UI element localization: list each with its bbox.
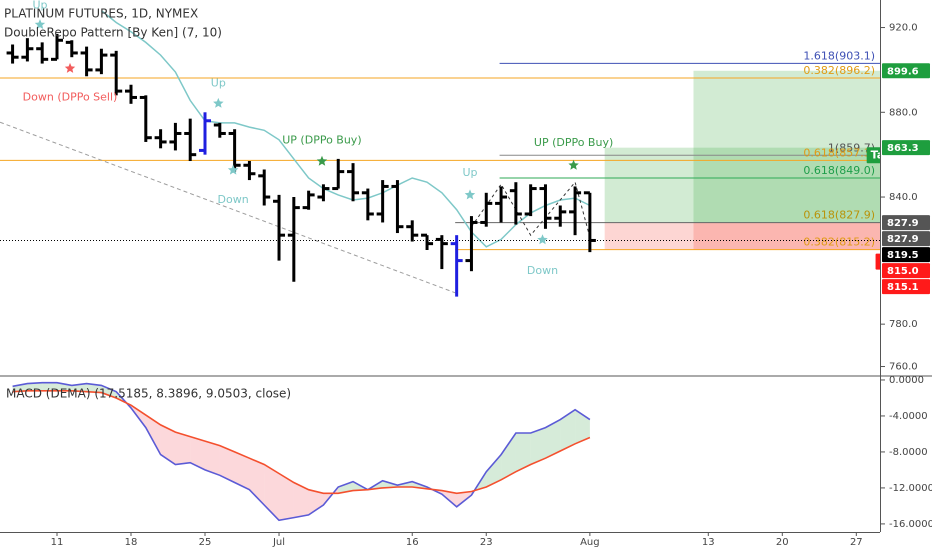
macd-fill <box>264 464 279 521</box>
signal-star <box>64 62 76 73</box>
fib-label: 1(859.7) <box>828 141 875 154</box>
price-tag-label: 815.0 <box>887 266 919 277</box>
price-tag-label: 827.9 <box>887 234 919 245</box>
price-tag <box>882 231 930 247</box>
side-label: Stop <box>880 255 909 268</box>
macd-fill <box>160 424 176 465</box>
macd-fill <box>27 382 43 391</box>
fib-label: 0.618(849.0) <box>803 164 875 177</box>
macd-fill <box>308 489 324 515</box>
price-tag <box>882 263 930 279</box>
macd-fill <box>86 383 102 393</box>
y-tick-label: 840.0 <box>889 192 918 203</box>
side-label-box <box>866 147 880 164</box>
x-tick-label: 18 <box>125 537 138 548</box>
side-label-box <box>875 253 880 270</box>
macd-fill <box>205 441 220 476</box>
x-tick-label: 11 <box>51 537 64 548</box>
fib-label: 0.618(857.3) <box>803 146 875 159</box>
signal-label: Up <box>211 76 226 89</box>
signal-star <box>316 155 328 166</box>
signal-label: Down <box>527 264 558 277</box>
x-tick-label: 13 <box>702 537 715 548</box>
y-tick-label: 760.0 <box>889 362 918 373</box>
position-box <box>693 222 880 250</box>
position-box <box>693 70 880 223</box>
price-tag <box>882 279 930 295</box>
signal-label: Up <box>32 0 47 12</box>
macd-line <box>12 381 591 522</box>
y-tick-label: -12.0000 <box>889 483 932 494</box>
y-tick-label: -8.0000 <box>889 447 928 458</box>
chart-title: PLATINUM FUTURES, 1D, NYMEX <box>4 7 198 21</box>
signal-star <box>213 97 224 108</box>
x-tick-label: 27 <box>850 537 863 548</box>
y-tick-label: -4.0000 <box>889 411 928 422</box>
macd-fill <box>560 409 576 451</box>
moving-average <box>100 10 591 248</box>
macd-fill <box>219 445 235 483</box>
pattern-line <box>471 181 591 238</box>
signal-label: UP (DPPo Buy) <box>534 136 613 149</box>
fib-label: 0.382(815.2) <box>803 236 875 249</box>
price-tag <box>882 215 930 231</box>
position-box <box>604 222 880 250</box>
macd-fill <box>515 433 531 472</box>
fib-label: 0.618(827.9) <box>803 209 875 222</box>
x-tick-label: 25 <box>199 537 212 548</box>
x-tick-label: Aug <box>580 537 600 548</box>
macd-fill <box>530 427 546 465</box>
x-tick-label: 16 <box>406 537 419 548</box>
y-tick-label: 780.0 <box>889 319 918 330</box>
x-tick-label: Jul <box>272 537 285 548</box>
axes: 760.0 780.0 840.0 880.0 920.0 11 18 25 Jul 16 23 Au… <box>51 23 932 548</box>
price-tag-label: 899.6 <box>887 66 919 77</box>
macd-fill <box>190 436 205 470</box>
macd-fill <box>145 415 161 455</box>
macd-panel <box>12 381 591 522</box>
price-tag <box>882 140 930 156</box>
macd-line <box>12 390 591 495</box>
macd-fill <box>486 454 502 487</box>
signal-label: Up <box>462 166 477 179</box>
macd-fill <box>545 419 561 459</box>
signal-label: Down (DPPo Sell) <box>23 90 118 103</box>
macd-fill <box>42 382 57 391</box>
macd-fill <box>279 473 294 521</box>
fib-label: 1.618(903.1) <box>803 49 875 62</box>
x-tick-label: 20 <box>776 537 789 548</box>
macd-fill <box>575 409 590 444</box>
signal-label: Down <box>218 193 249 206</box>
y-tick-label: 920.0 <box>889 23 918 34</box>
price-tag-label: 827.9 <box>887 218 919 229</box>
price-panel: 1.618(903.1) 0.382(896.2) 1(859.7)0.618(85… <box>0 0 911 297</box>
macd-fill <box>338 481 353 494</box>
macd-fill <box>293 482 309 518</box>
fib-label: 0.382(896.2) <box>803 64 875 77</box>
y-tick-label: 880.0 <box>889 107 918 118</box>
signal-label: UP (DPPo Buy) <box>282 133 361 146</box>
macd-fill <box>175 432 191 465</box>
macd-fill <box>101 385 117 398</box>
price-tag-label: 819.5 <box>887 250 919 261</box>
y-tick-label: -16.0000 <box>889 519 932 530</box>
side-label: Target <box>871 148 911 161</box>
macd-fill <box>234 451 250 490</box>
x-tick-label: 23 <box>480 537 493 548</box>
price-tag-label: 863.3 <box>887 143 919 154</box>
indicator-title: DoubleRepo Pattern [By Ken] (7, 10) <box>4 26 222 40</box>
macd-fill <box>501 433 516 480</box>
signal-star <box>537 234 548 245</box>
price-tag <box>882 63 930 79</box>
signal-star <box>568 159 579 170</box>
price-tag <box>882 247 930 263</box>
signal-star <box>34 19 46 29</box>
y-tick-label: 0.0000 <box>889 375 924 386</box>
macd-title: MACD (DEMA) (17.5185, 8.3896, 9.0503, cl… <box>6 387 291 401</box>
price-tag-label: 815.1 <box>887 282 919 293</box>
signal-star <box>227 164 239 175</box>
signal-star <box>464 189 476 200</box>
